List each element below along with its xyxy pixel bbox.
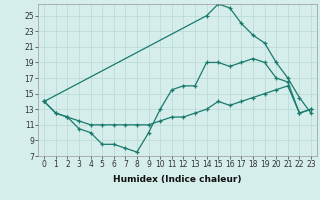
X-axis label: Humidex (Indice chaleur): Humidex (Indice chaleur) bbox=[113, 175, 242, 184]
